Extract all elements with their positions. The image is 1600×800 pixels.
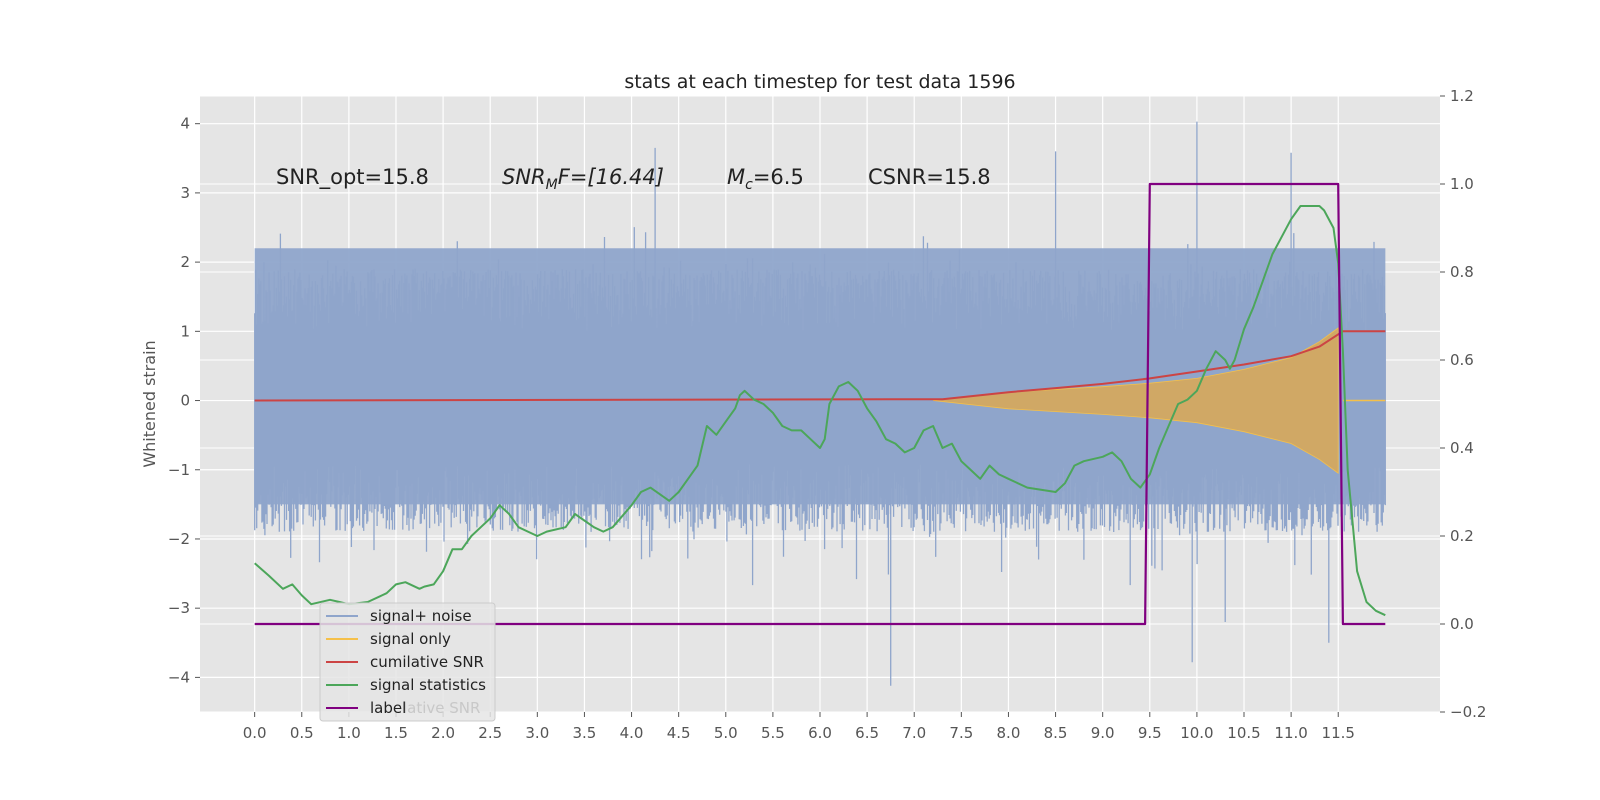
annotation-csnr: CSNR=15.8 xyxy=(868,165,991,189)
y-tick-label-1: 3 xyxy=(180,184,190,202)
annotation-snr-opt: SNR_opt=15.8 xyxy=(276,165,429,190)
x-tick-label-5: 2.5 xyxy=(478,724,502,742)
x-tick-label-15: 7.5 xyxy=(949,724,973,742)
x-tick-label-10: 5.0 xyxy=(714,724,738,742)
annotation-mc-base: M xyxy=(727,165,745,189)
x-tick-label-19: 9.5 xyxy=(1138,724,1162,742)
annotation-snr-mf-sub: M xyxy=(546,177,558,193)
y2-tick-label-2: 0.8 xyxy=(1450,263,1474,281)
x-tick-label-3: 1.5 xyxy=(384,724,408,742)
y-tick-label-3: 1 xyxy=(180,322,190,340)
x-tick-label-17: 8.5 xyxy=(1044,724,1068,742)
annotation-mc-sub: c xyxy=(745,177,753,193)
x-tick-label-12: 6.0 xyxy=(808,724,832,742)
x-tick-label-2: 1.0 xyxy=(337,724,361,742)
y-axis-label: Whitened strain xyxy=(140,340,159,467)
x-tick-label-11: 5.5 xyxy=(761,724,785,742)
y2-tick-label-0: 1.2 xyxy=(1450,87,1474,105)
y2-tick-label-5: 0.2 xyxy=(1450,527,1474,545)
x-tick-label-23: 11.5 xyxy=(1322,724,1355,742)
x-tick-label-7: 3.5 xyxy=(573,724,597,742)
x-axis: 0.0 0.5 1.0 1.5 2.0 2.5 3.0 3.5 4.0 4.5 5.0 5.5 6.0 6… xyxy=(243,712,1355,742)
y-axis-right: 1.2 1.0 0.8 0.6 0.4 0.2 0.0 −0.2 xyxy=(1440,87,1486,721)
cumulative-snr-line xyxy=(254,330,1386,402)
legend-label-label: label xyxy=(370,699,406,717)
annotation-snr-mf: SNRMF=[16.44] xyxy=(502,165,664,193)
y2-tick-label-7: −0.2 xyxy=(1450,703,1486,721)
x-tick-label-21: 10.5 xyxy=(1227,724,1260,742)
x-tick-label-22: 11.0 xyxy=(1274,724,1307,742)
annotation-snr-mf-rest: F=[16.44] xyxy=(558,165,664,189)
y-tick-label-6: −2 xyxy=(168,530,190,548)
x-tick-label-9: 4.5 xyxy=(667,724,691,742)
x-tick-label-0: 0.0 xyxy=(243,724,267,742)
x-tick-label-14: 7.0 xyxy=(902,724,926,742)
annotation-mc-rest: =6.5 xyxy=(753,165,804,189)
legend-label-signal-noise: signal+ noise xyxy=(370,607,472,625)
annotation-mc: Mc=6.5 xyxy=(727,165,804,193)
x-tick-label-1: 0.5 xyxy=(290,724,314,742)
y2-tick-label-1: 1.0 xyxy=(1450,175,1474,193)
x-tick-label-18: 9.0 xyxy=(1091,724,1115,742)
y2-tick-label-6: 0.0 xyxy=(1450,615,1474,633)
x-tick-label-6: 3.0 xyxy=(525,724,549,742)
series-signal-only xyxy=(933,327,1386,474)
x-tick-label-4: 2.0 xyxy=(431,724,455,742)
y-tick-label-5: −1 xyxy=(168,461,190,479)
y-axis-left: 4 3 2 1 0 −1 −2 −3 −4 xyxy=(168,115,200,686)
legend-label-signal-statistics: signal statistics xyxy=(370,676,486,694)
x-tick-label-8: 4.0 xyxy=(620,724,644,742)
y-tick-label-2: 2 xyxy=(180,253,190,271)
x-tick-label-20: 10.0 xyxy=(1180,724,1213,742)
series-signal-noise xyxy=(254,121,1386,686)
y-tick-label-0: 4 xyxy=(180,115,190,133)
y-tick-label-4: 0 xyxy=(180,392,190,410)
legend-label-signal-only: signal only xyxy=(370,630,451,648)
signal-only-envelope xyxy=(933,327,1339,474)
legend: lative SNR signal+ noise signal only cum… xyxy=(319,602,496,722)
y2-tick-label-4: 0.4 xyxy=(1450,439,1474,457)
y-tick-label-7: −3 xyxy=(168,599,190,617)
x-tick-label-16: 8.0 xyxy=(997,724,1021,742)
annotation-snr-mf-base: SNR xyxy=(502,165,546,189)
signal-statistics-line xyxy=(254,205,1386,617)
chart-title: stats at each timestep for test data 159… xyxy=(624,71,1015,93)
legend-box xyxy=(319,602,496,722)
label-line xyxy=(254,182,1386,626)
y2-tick-label-3: 0.6 xyxy=(1450,351,1474,369)
series-lines xyxy=(254,182,1386,626)
legend-ghost-text: lative SNR xyxy=(403,699,480,717)
y-tick-label-8: −4 xyxy=(168,668,190,686)
x-tick-label-13: 6.5 xyxy=(855,724,879,742)
legend-label-cumulative-snr: cumilative SNR xyxy=(370,653,484,671)
